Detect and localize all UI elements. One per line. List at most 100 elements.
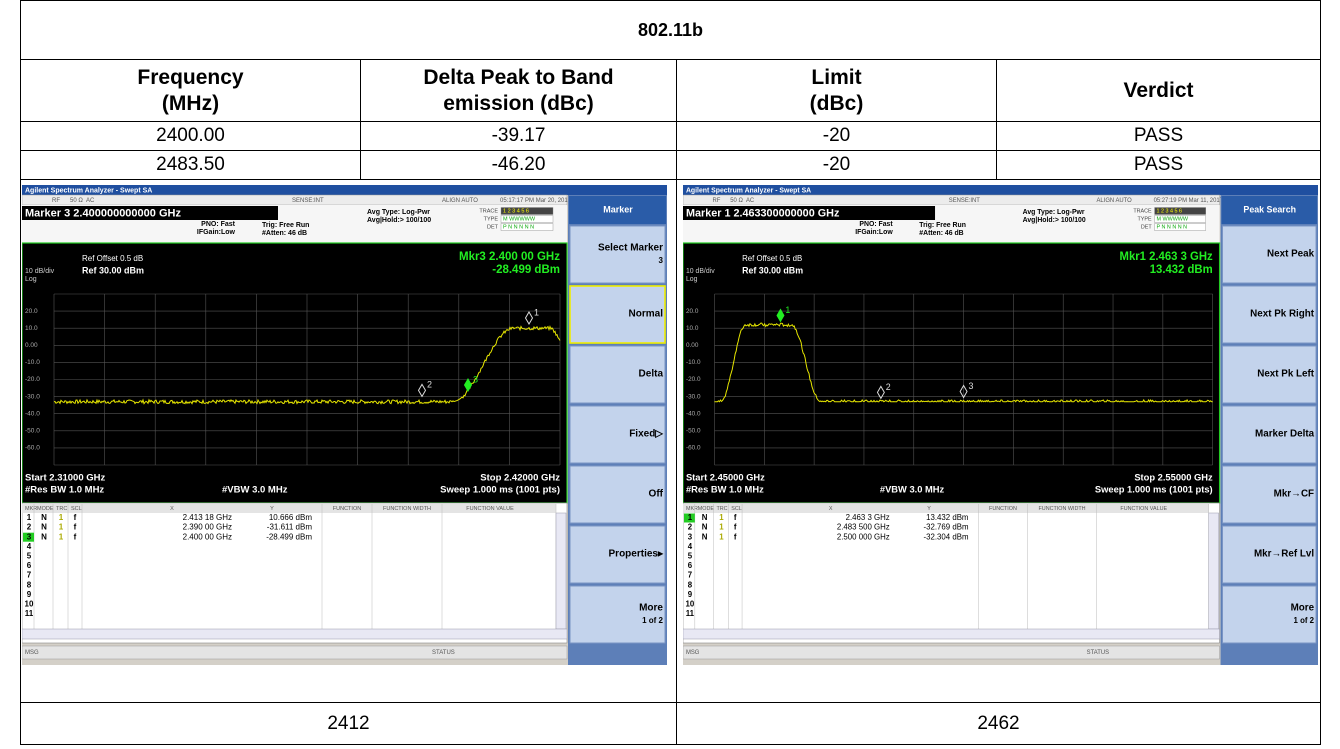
marker-cell: 1	[688, 513, 693, 522]
y-label: 0.00	[25, 342, 38, 349]
marker-cell: N	[41, 523, 47, 532]
marker-label: 3	[473, 374, 478, 384]
marker-cell: 1	[59, 532, 64, 541]
marker-cell: 1	[719, 513, 724, 522]
row-number: 11	[25, 609, 34, 618]
softkey	[570, 586, 665, 643]
setting: Avg Type: Log-Pwr	[367, 209, 430, 216]
y-label: -10.0	[686, 359, 701, 366]
marker-label: 2	[886, 382, 891, 392]
cell: 2400.00	[21, 122, 361, 151]
marker-label: 1	[785, 305, 790, 315]
app-title: Agilent Spectrum Analyzer - Swept SA	[25, 187, 152, 194]
table-header: SCL	[731, 506, 741, 512]
scrollbar	[1209, 513, 1219, 629]
table-header: FUNCTION	[333, 506, 361, 512]
ref-level: Ref 30.00 dBm	[82, 265, 144, 275]
marker-cell: 2	[688, 523, 693, 532]
y-label: -10.0	[25, 359, 40, 366]
msg: MSG	[686, 650, 700, 656]
msg-bar	[22, 646, 567, 659]
header-cell: Delta Peak to Bandemission (dBc)	[361, 60, 677, 122]
softkey-label: Next Peak	[1267, 249, 1314, 260]
row-number: 6	[688, 561, 693, 570]
softkey-label: Next Pk Left	[1257, 369, 1314, 380]
y-label: -50.0	[25, 428, 40, 435]
results-table: 802.11b Frequency(MHz) Delta Peak to Ban…	[20, 0, 1321, 745]
marker-cell: 2.390 00 GHz	[183, 523, 232, 532]
y-label: 0.00	[686, 342, 699, 349]
table-header: FUNCTION WIDTH	[383, 506, 431, 512]
screenshot: Agilent Spectrum Analyzer - Swept SARF50…	[22, 185, 667, 665]
marker-cell: -32.769 dBm	[924, 523, 969, 532]
page: 802.11b Frequency(MHz) Delta Peak to Ban…	[0, 0, 1340, 749]
trace-label: DET	[487, 224, 499, 230]
marker-cell: -31.611 dBm	[267, 523, 313, 532]
marker-cell: 2.400 00 GHz	[183, 532, 232, 541]
marker-cell: f	[74, 523, 77, 532]
table-header: MKR	[25, 506, 37, 512]
caption: 2412	[21, 703, 677, 745]
marker-label: 1	[534, 307, 539, 317]
marker-cell: f	[734, 523, 737, 532]
table-header: FUNCTION	[989, 506, 1017, 512]
setting: Trig: Free Run	[262, 222, 309, 229]
trace-code: P N N N N N	[1157, 224, 1188, 230]
softkey	[570, 226, 665, 283]
softkey	[1223, 586, 1317, 643]
msg-bar	[683, 646, 1220, 659]
row-number: 9	[688, 590, 693, 599]
marker-cell: 2	[27, 523, 32, 532]
table-header: FUNCTION VALUE	[1120, 506, 1167, 512]
row-number: 9	[27, 590, 32, 599]
y-label: 20.0	[25, 308, 38, 315]
trace-code: 1 2 3 4 5 6	[503, 208, 529, 214]
sweep: Sweep 1.000 ms (1001 pts)	[440, 485, 560, 496]
marker-cell: 2.463 3 GHz	[846, 513, 890, 522]
vbw: #VBW 3.0 MHz	[880, 483, 945, 494]
marker-label: 3	[969, 381, 974, 391]
softkey-label: 3	[659, 256, 664, 265]
marker-cell: -32.304 dBm	[924, 532, 969, 541]
y-label: -20.0	[25, 376, 40, 383]
softkey-label: Mkr→CF	[1274, 489, 1314, 500]
status: STATUS	[432, 650, 455, 656]
row-number: 8	[688, 580, 693, 589]
msg: MSG	[25, 650, 39, 656]
ref-level: Ref 30.00 dBm	[742, 265, 803, 275]
status-item: AC	[746, 198, 755, 204]
cell: PASS	[997, 151, 1321, 180]
cell: PASS	[997, 122, 1321, 151]
header-line: Delta Peak to Band	[361, 65, 676, 91]
marker-cell: 13.432 dBm	[926, 513, 969, 522]
marker-cell: 2.483 500 GHz	[837, 523, 890, 532]
status-item: ALIGN AUTO	[442, 198, 478, 204]
menu-title: Marker	[603, 204, 633, 214]
table-header: TRC	[716, 506, 727, 512]
stop: Stop 2.42000 GHz	[480, 473, 560, 484]
table-header: MODE	[698, 506, 715, 512]
plot-bg	[22, 243, 567, 503]
vbw: #VBW 3.0 MHz	[222, 485, 288, 496]
row-number: 8	[27, 580, 32, 589]
setting: Avg|Hold:> 100/100	[367, 217, 431, 224]
marker-cell: -28.499 dBm	[266, 532, 312, 541]
scrollbar	[556, 513, 566, 629]
table-header: MKR	[686, 506, 698, 512]
ref-offset: Ref Offset 0.5 dB	[742, 254, 802, 263]
status-item: AC	[86, 198, 95, 204]
softkey-label: More	[1291, 603, 1315, 614]
row-number: 5	[688, 551, 693, 560]
marker-label: 2	[427, 380, 432, 390]
ref-offset: Ref Offset 0.5 dB	[82, 254, 143, 263]
mkr-amp: -28.499 dBm	[492, 264, 560, 276]
softkey-label: Properties▸	[609, 549, 664, 560]
hscroll	[683, 629, 1220, 639]
mkr-freq: Mkr3 2.400 00 GHz	[459, 251, 560, 263]
marker-cell: 10.666 dBm	[269, 513, 312, 522]
mkr-amp: 13.432 dBm	[1150, 264, 1213, 276]
marker-cell: 1	[719, 523, 724, 532]
marker-cell: N	[702, 532, 708, 541]
softkey-label: More	[639, 603, 663, 614]
